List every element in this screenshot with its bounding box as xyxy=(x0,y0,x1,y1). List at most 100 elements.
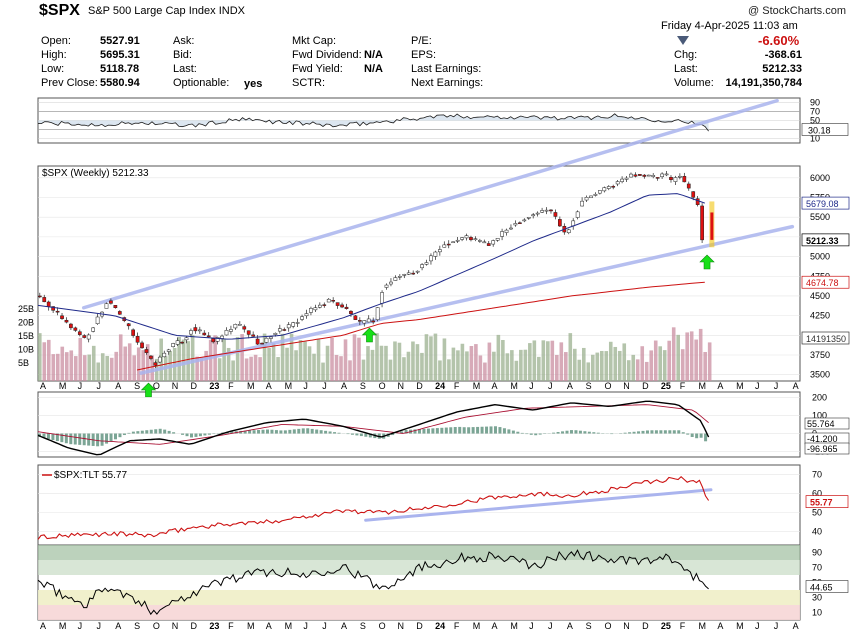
candle-body xyxy=(86,334,91,340)
panel-frame-ratio xyxy=(37,464,801,546)
macd-hist-bar xyxy=(426,428,430,434)
candle-body xyxy=(691,191,696,198)
candle-body xyxy=(135,336,140,343)
macd-hist-bar xyxy=(288,429,292,434)
candle-body xyxy=(478,240,482,242)
candle-body xyxy=(495,238,500,241)
right-value-2: 14,191,350,784 xyxy=(725,77,802,89)
rsi-fill xyxy=(38,113,709,132)
earn-label-1: EPS: xyxy=(411,49,437,61)
candle-body xyxy=(509,227,513,230)
candle-body xyxy=(469,237,473,241)
price-xtick: M xyxy=(285,381,293,391)
volume-tick-5B: 5B xyxy=(18,358,29,368)
macd-hist-bar xyxy=(610,433,614,435)
macd-hist-bar xyxy=(663,430,667,434)
price-xtick: O xyxy=(604,381,611,391)
bottom-xtick: M xyxy=(285,621,293,631)
candle-body xyxy=(42,297,47,303)
price-xtick: A xyxy=(266,381,272,391)
volume-bar xyxy=(82,355,87,381)
volume-bar xyxy=(132,355,137,381)
last-candle-body xyxy=(710,212,714,240)
candle-body xyxy=(126,323,131,327)
macd-line xyxy=(37,400,710,456)
volume-bar xyxy=(348,360,352,381)
candle-body xyxy=(575,211,580,218)
price-xtick: A xyxy=(341,381,347,391)
price-xtick: J xyxy=(529,381,534,391)
candle-body xyxy=(64,319,69,323)
volume-bar xyxy=(42,342,47,381)
macd-hist-bar xyxy=(440,427,444,434)
volume-bar xyxy=(357,337,361,381)
price-xtick: 24 xyxy=(435,381,445,391)
macd-hist-bar xyxy=(310,428,314,434)
macd-hist-bar xyxy=(368,433,372,438)
bottom-xtick: A xyxy=(492,621,498,631)
macd-hist-bar xyxy=(485,426,489,434)
candle-body xyxy=(269,336,273,339)
macd-hist-bar xyxy=(569,430,573,434)
volume-bar xyxy=(451,347,456,381)
macd-value-2: -96.965 xyxy=(807,444,838,454)
stoch-zone-mid xyxy=(38,590,800,605)
volume-bar xyxy=(397,342,402,381)
macd-hist-bar xyxy=(60,433,64,443)
fund-label-0: Mkt Cap: xyxy=(292,35,337,47)
symbol-title: $SPX xyxy=(39,2,80,19)
bottom-xtick: A xyxy=(341,621,347,631)
macd-hist-bar xyxy=(315,429,319,434)
candle-body xyxy=(220,335,224,339)
volume-bar xyxy=(285,347,289,381)
down-arrow-icon xyxy=(677,36,689,45)
volume-bar xyxy=(177,336,181,381)
macd-hist-bar xyxy=(538,433,542,435)
price-label-box-ma-50 xyxy=(801,196,850,210)
volume-bar xyxy=(429,336,433,381)
volume-bar xyxy=(280,333,285,381)
candle-body xyxy=(233,324,238,329)
right-label-1: Last: xyxy=(674,63,698,75)
candle-body xyxy=(157,356,162,363)
macd-hist-bar xyxy=(38,433,41,437)
rsi-tick-70: 70 xyxy=(810,107,820,117)
candle-body xyxy=(558,219,562,227)
volume-bar xyxy=(267,348,271,381)
candle-body xyxy=(349,310,353,314)
macd-hist-bar xyxy=(681,432,685,434)
macd-hist-bar xyxy=(279,430,283,434)
candle-body xyxy=(153,362,158,366)
candle-body xyxy=(531,214,536,217)
macd-hist-bar xyxy=(641,430,645,434)
macd-hist-bar xyxy=(301,428,305,434)
candle-body xyxy=(326,298,331,303)
volume-bar xyxy=(321,362,325,381)
signal-arrow-apr25 xyxy=(699,254,715,270)
volume-tick-15B: 15B xyxy=(18,331,34,341)
bottom-xtick: A xyxy=(40,621,46,631)
stoch-tick-70: 70 xyxy=(812,563,822,573)
volume-bar xyxy=(635,359,640,381)
candle-body xyxy=(193,327,198,332)
volume-bar xyxy=(590,354,595,381)
candle-body xyxy=(304,313,309,317)
bottom-xtick: J xyxy=(774,621,779,631)
volume-bar xyxy=(379,345,384,381)
volume-bar xyxy=(91,345,96,381)
mid-value-3: yes xyxy=(244,78,263,90)
macd-hist-bar xyxy=(163,429,167,434)
candle-body xyxy=(429,255,433,262)
volume-bar xyxy=(420,352,424,381)
volume-bar xyxy=(141,350,146,381)
price-xtick: D xyxy=(191,381,198,391)
price-label-ma-200: 4674.78 xyxy=(806,278,839,288)
macd-hist-bar xyxy=(493,426,497,434)
macd-hist-bar xyxy=(507,429,511,434)
candle-body xyxy=(260,342,264,345)
volume-bar xyxy=(298,340,303,381)
macd-hist-bar xyxy=(659,430,663,434)
candle-body xyxy=(678,175,682,178)
candle-body xyxy=(69,323,73,329)
macd-hist-bar xyxy=(252,430,256,434)
